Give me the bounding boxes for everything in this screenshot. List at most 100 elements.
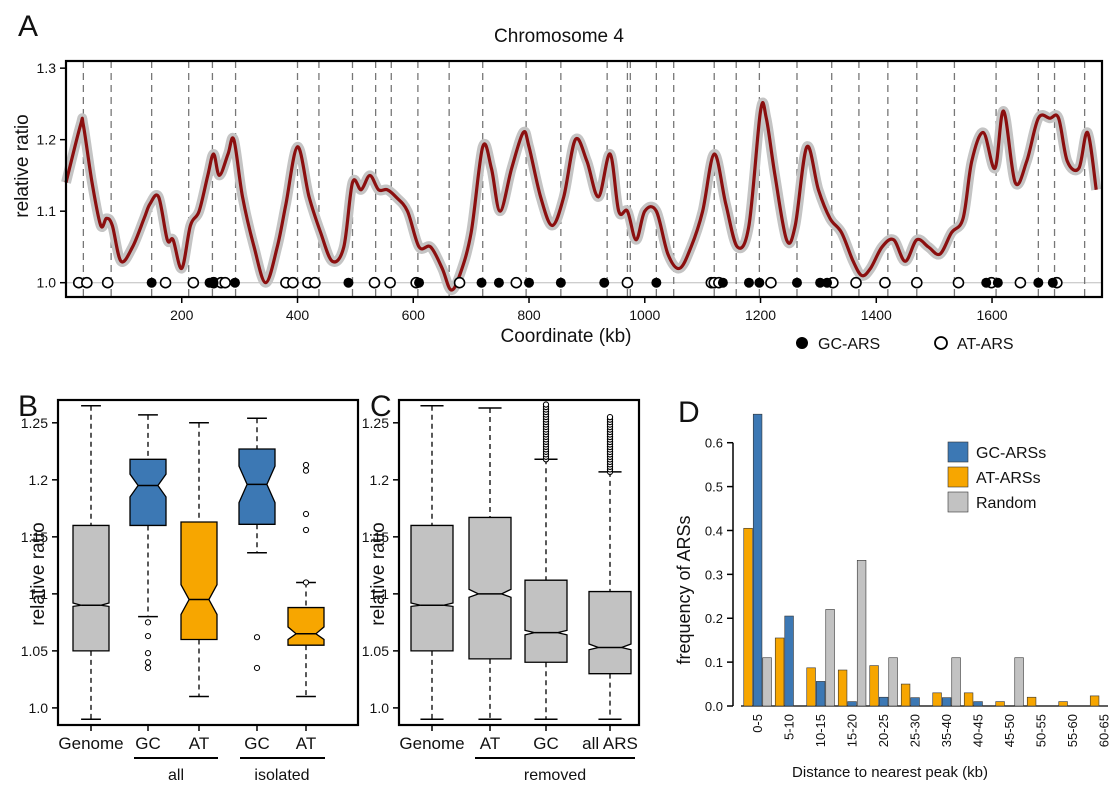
outlier-point bbox=[302, 526, 310, 534]
gc-ars-point bbox=[754, 277, 765, 288]
outlier-point bbox=[302, 461, 310, 469]
x-tick-label: 1400 bbox=[861, 307, 892, 323]
confidence-band bbox=[61, 97, 1102, 295]
outlier-point bbox=[302, 467, 310, 474]
y-tick-label: 1.25 bbox=[362, 415, 389, 431]
group-label-isolated: isolated bbox=[254, 767, 309, 784]
gc-ars-point bbox=[743, 277, 754, 288]
bar-random bbox=[888, 657, 898, 707]
y-tick-label: 1.25 bbox=[21, 415, 48, 431]
gc-ars-point bbox=[1047, 277, 1058, 288]
x-category-label: AT bbox=[296, 734, 316, 753]
gc-ars-point bbox=[651, 277, 662, 288]
at-ars-point bbox=[187, 276, 200, 289]
bar-at-arss bbox=[932, 692, 942, 707]
x-category-label: Genome bbox=[399, 734, 464, 753]
box-0 bbox=[72, 524, 110, 652]
gc-ars-point bbox=[717, 277, 728, 288]
at-ars-point bbox=[219, 276, 231, 289]
bar-gc-arss bbox=[878, 696, 889, 707]
x-tick-label: 200 bbox=[170, 307, 194, 323]
legend-gc-ars-label: GC-ARS bbox=[818, 336, 880, 353]
y-tick-label: 0.3 bbox=[705, 567, 723, 582]
bar-at-arss bbox=[869, 665, 879, 707]
x-category-label: 5-10 bbox=[782, 714, 797, 740]
bar-random bbox=[1014, 657, 1024, 707]
gc-ars-point bbox=[555, 277, 566, 288]
bar-gc-arss bbox=[815, 681, 826, 707]
at-ars-point bbox=[159, 276, 172, 289]
x-category-label: 50-55 bbox=[1034, 714, 1049, 747]
gc-ars-point bbox=[146, 277, 157, 288]
gc-ars-point bbox=[476, 277, 487, 288]
group-label-all: all bbox=[168, 767, 184, 784]
at-ars-point bbox=[453, 276, 466, 289]
x-category-label: GC bbox=[533, 734, 559, 753]
y-tick-label: 1.15 bbox=[362, 529, 389, 545]
x-category-label: GC bbox=[135, 734, 161, 753]
bar-at-arss bbox=[743, 527, 753, 707]
legend-label: GC-ARSs bbox=[976, 445, 1046, 462]
gc-ars-point bbox=[414, 277, 425, 288]
at-ars-point bbox=[879, 276, 891, 289]
panel-a-plot: 1.0 1.1 1.2 1.3 200 400 600 800 1000 1200 1400 1600 bbox=[37, 59, 1104, 323]
panel-c-frame bbox=[397, 398, 641, 727]
outlier-point bbox=[302, 579, 310, 586]
x-category-label: all ARS bbox=[582, 734, 638, 753]
legend-at-ars-label: AT-ARS bbox=[957, 336, 1014, 353]
y-tick-label: 1.3 bbox=[37, 60, 57, 76]
panel-d-ylabel: frequency of ARSs bbox=[674, 515, 694, 664]
gc-ars-point bbox=[791, 277, 802, 288]
outlier-point bbox=[253, 634, 261, 641]
panel-b: B relative ratio 1.0 1.05 1.1 1.15 1.2 1.25 Ge… bbox=[18, 390, 360, 784]
at-ars-point bbox=[510, 276, 523, 289]
outlier-point bbox=[144, 650, 152, 657]
y-tick-label: 1.0 bbox=[29, 700, 49, 716]
x-tick-label: 1200 bbox=[745, 307, 776, 323]
panel-a-frame bbox=[64, 59, 1104, 299]
bar-gc-arss bbox=[910, 697, 920, 707]
y-tick-label: 1.2 bbox=[37, 132, 57, 148]
panel-d: D frequency of ARSs Distance to nearest … bbox=[674, 396, 1112, 781]
at-ars-point bbox=[952, 276, 965, 289]
y-tick-label: 1.15 bbox=[21, 529, 48, 545]
bar-at-arss bbox=[1089, 695, 1100, 707]
box-2 bbox=[524, 579, 568, 663]
y-tick-label: 0.6 bbox=[705, 436, 723, 451]
box-2 bbox=[180, 521, 218, 641]
outlier-point bbox=[606, 413, 614, 421]
bar-random bbox=[856, 560, 867, 707]
x-category-label: 20-25 bbox=[876, 714, 891, 747]
group-label-removed: removed bbox=[524, 767, 586, 784]
legend-swatch bbox=[947, 491, 969, 513]
legend-gc-ars-marker bbox=[796, 337, 808, 349]
bar-at-arss bbox=[963, 692, 974, 707]
panel-c-letter: C bbox=[370, 390, 392, 423]
legend-label: AT-ARSs bbox=[976, 470, 1041, 487]
bar-gc-arss bbox=[752, 413, 763, 707]
panel-c-plot: 1.0 1.05 1.1 1.15 1.2 1.25 Genome AT GC all ARS re… bbox=[362, 398, 641, 784]
panel-c: C relative ratio 1.0 1.05 1.1 1.15 1.2 1.25 Ge… bbox=[362, 390, 641, 784]
box-0 bbox=[410, 524, 454, 652]
box-3 bbox=[238, 448, 276, 525]
panel-a-xlabel: Coordinate (kb) bbox=[501, 326, 632, 347]
y-tick-label: 1.05 bbox=[21, 643, 48, 659]
x-category-label: Genome bbox=[58, 734, 123, 753]
y-tick-label: 1.0 bbox=[370, 700, 390, 716]
outlier-point bbox=[144, 632, 152, 640]
box-3 bbox=[588, 590, 632, 675]
gc-ars-point bbox=[524, 277, 535, 288]
outlier-point bbox=[542, 401, 550, 408]
panel-b-letter: B bbox=[18, 390, 38, 423]
legend-swatch bbox=[947, 466, 969, 488]
gc-ars-point bbox=[493, 277, 504, 288]
bar-at-arss bbox=[995, 701, 1005, 707]
at-ars-point bbox=[621, 276, 634, 289]
x-category-label: GC bbox=[244, 734, 270, 753]
gc-ars-point bbox=[822, 277, 833, 288]
y-tick-label: 1.2 bbox=[29, 472, 49, 488]
panel-a: A Chromosome 4 relative ratio Coordinate… bbox=[12, 10, 1104, 353]
y-tick-label: 1.1 bbox=[37, 203, 57, 219]
bar-at-arss bbox=[774, 637, 785, 707]
